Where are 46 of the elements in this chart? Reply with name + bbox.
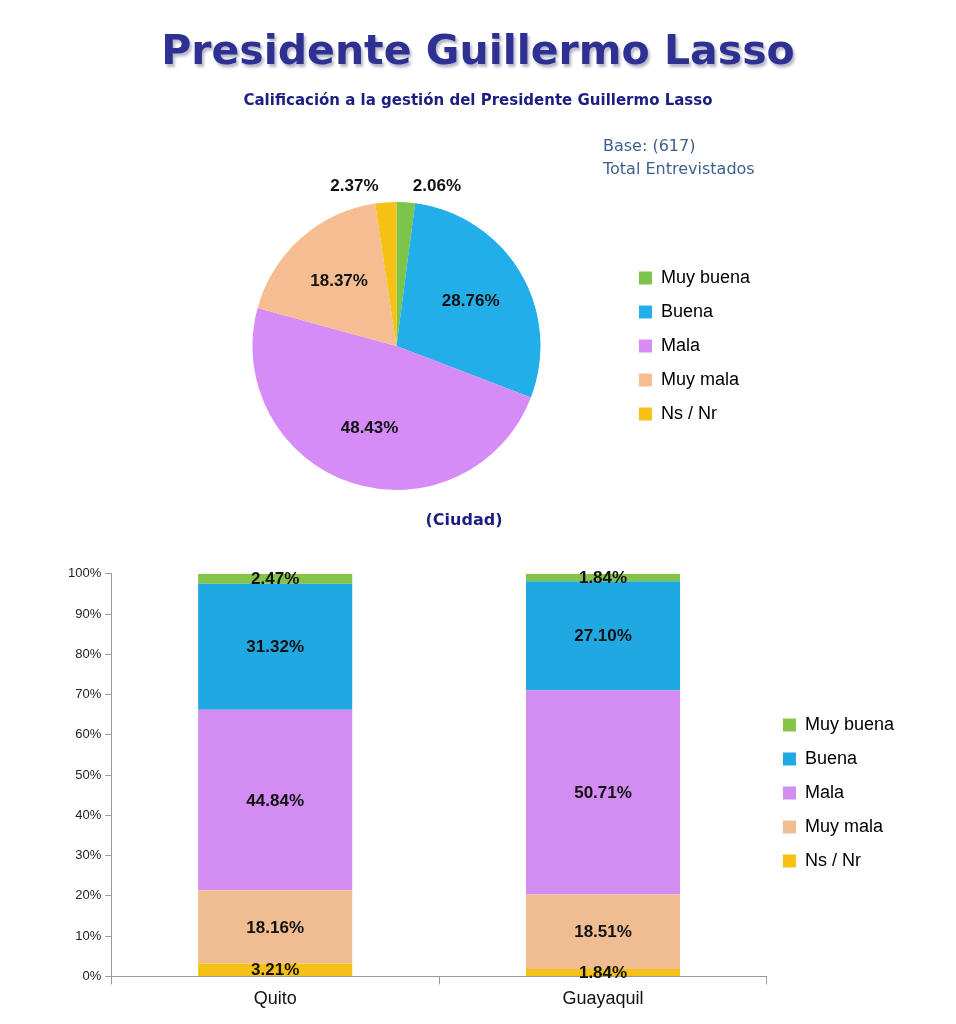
- data-label: 2.06%: [412, 176, 462, 196]
- data-label: 31.32%: [246, 637, 305, 657]
- data-label: 2.47%: [251, 569, 300, 589]
- y-tick-label: 50%: [75, 766, 102, 782]
- data-label: 44.84%: [246, 790, 305, 810]
- legend-label: Muy buena: [804, 713, 895, 734]
- legend-label: Muy buena: [660, 266, 751, 287]
- bar: [198, 709, 353, 891]
- legend-label: Ns / Nr: [804, 849, 861, 870]
- bar: [198, 890, 353, 964]
- y-tick-label: 80%: [75, 645, 102, 661]
- legend-label: Ns / Nr: [660, 402, 717, 423]
- data-label: 2.37%: [330, 176, 379, 196]
- data-label: 3.21%: [251, 960, 300, 980]
- x-tick-label: Quito: [253, 988, 297, 1009]
- legend-label: Buena: [660, 300, 714, 321]
- y-tick-label: 70%: [75, 686, 102, 702]
- legend-label: Mala: [804, 781, 845, 802]
- bar: [525, 581, 681, 691]
- chart-subtitle: Calificación a la gestión del Presidente Guillermo Lasso: [242, 91, 714, 109]
- legend-label: Mala: [660, 334, 701, 355]
- data-label: 50.71%: [574, 783, 632, 803]
- bar: [198, 583, 353, 710]
- data-label: 18.51%: [574, 922, 632, 942]
- data-label: 48.43%: [340, 417, 399, 437]
- y-tick-label: 60%: [75, 726, 102, 742]
- y-tick-label: 10%: [75, 927, 102, 943]
- chart-title: (Ciudad): [424, 510, 504, 529]
- y-tick-label: 0%: [82, 967, 102, 983]
- legend-label: Muy mala: [660, 368, 740, 389]
- bar: [525, 690, 681, 895]
- chart-title: Presidente Guillermo Lasso: [160, 26, 796, 74]
- data-label: 27.10%: [574, 626, 632, 646]
- text: Total Entrevistados: [603, 158, 755, 180]
- legend-label: Buena: [804, 747, 858, 768]
- y-tick-label: 40%: [75, 806, 102, 822]
- x-tick-label: Guayaquil: [562, 988, 644, 1009]
- y-tick-label: 90%: [75, 605, 102, 621]
- y-tick-label: 20%: [75, 887, 102, 903]
- data-label: 18.37%: [310, 271, 368, 291]
- text: Base: (617): [603, 135, 697, 157]
- data-label: 28.76%: [441, 291, 500, 311]
- y-tick-label: 30%: [75, 847, 102, 863]
- legend-label: Muy mala: [804, 815, 884, 836]
- y-tick-label: 100%: [68, 565, 102, 581]
- data-label: 18.16%: [246, 917, 305, 937]
